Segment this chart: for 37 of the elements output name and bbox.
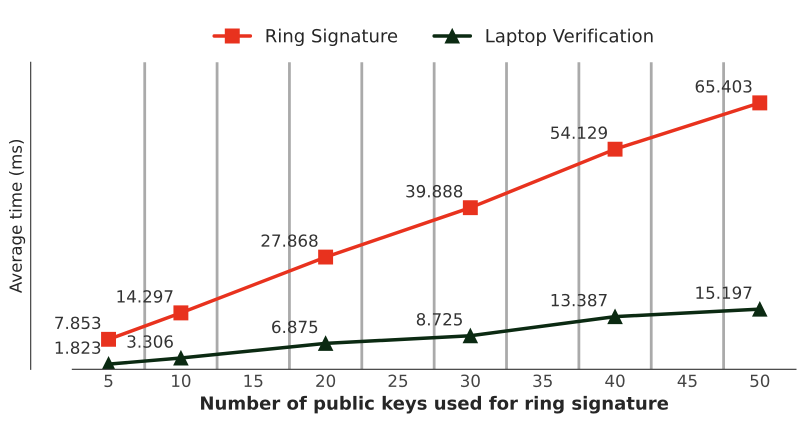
data-label: 14.297	[117, 290, 173, 303]
data-label: 8.725	[416, 312, 462, 326]
data-label: 39.888	[406, 184, 462, 198]
point	[173, 305, 188, 320]
x-tick-label: 50	[750, 374, 770, 388]
legend-label: Ring Signature	[266, 28, 398, 46]
x-axis-title: Number of public keys used for ring signature	[201, 396, 668, 414]
x-tick-label: 15	[244, 374, 262, 388]
legend-label: Laptop Verification	[486, 28, 653, 46]
x-tick-label: 25	[388, 374, 408, 388]
data-label: 13.387	[552, 294, 607, 306]
point	[462, 200, 478, 216]
point	[101, 332, 116, 347]
point	[608, 142, 623, 157]
point	[752, 95, 768, 110]
data-label: 3.306	[128, 335, 173, 348]
x-tick-label: 45	[678, 374, 697, 388]
x-tick-label: 35	[533, 374, 552, 388]
data-label: 54.129	[551, 126, 607, 140]
point	[318, 250, 334, 265]
x-tick-label: 40	[605, 374, 625, 388]
data-label: 1.823	[56, 341, 100, 354]
point	[318, 336, 334, 351]
data-label: 6.875	[272, 320, 318, 334]
y-axis-title: Average time (ms)	[9, 140, 26, 293]
data-label: 27.868	[262, 234, 318, 247]
point	[173, 350, 188, 366]
point	[608, 309, 623, 324]
x-tick-label: 10	[172, 374, 190, 388]
point	[752, 302, 768, 317]
data-label: 15.197	[696, 286, 752, 299]
point	[462, 328, 478, 344]
x-tick-label: 5	[104, 374, 112, 388]
data-label: 65.403	[696, 80, 752, 93]
x-tick-label: 20	[316, 374, 336, 388]
data-label: 7.853	[55, 316, 100, 330]
x-tick-label: 30	[461, 374, 480, 388]
